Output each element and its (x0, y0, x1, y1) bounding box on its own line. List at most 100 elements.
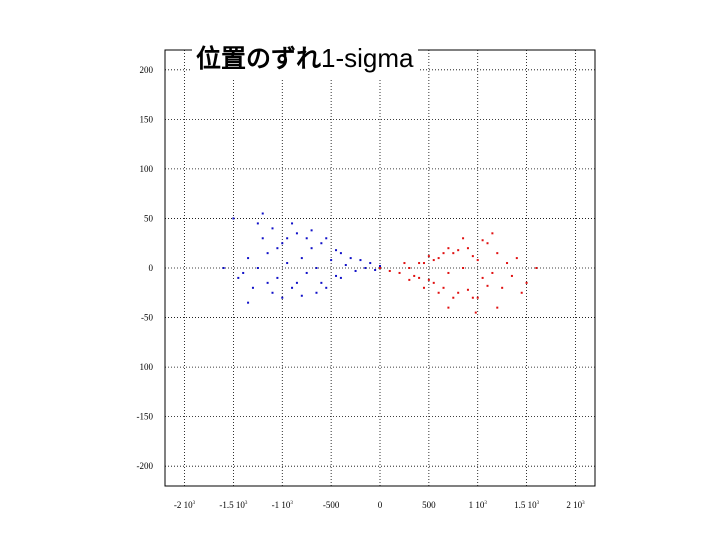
data-point (320, 242, 323, 245)
x-tick-exponent: 3 (537, 501, 540, 506)
data-point (476, 296, 479, 299)
data-point (447, 306, 450, 309)
data-point (457, 291, 460, 294)
data-point (349, 257, 352, 260)
data-point (256, 267, 259, 269)
data-point (447, 271, 450, 274)
data-points (222, 212, 538, 314)
data-point (286, 262, 289, 265)
y-tick-label: 100 (140, 164, 154, 174)
data-point (222, 267, 225, 269)
data-point (339, 252, 342, 255)
data-point (427, 255, 430, 258)
data-point (232, 217, 235, 220)
data-point (403, 262, 406, 265)
data-point (462, 237, 465, 240)
data-point (481, 239, 484, 242)
data-point (515, 257, 518, 260)
data-point (276, 247, 279, 250)
y-tick-label: -150 (137, 412, 154, 422)
data-point (359, 259, 362, 262)
x-tick-exponent: 3 (245, 501, 248, 506)
x-tick-exponent: 3 (582, 501, 585, 506)
data-point (281, 242, 284, 245)
data-point (242, 271, 245, 274)
data-point (330, 259, 333, 262)
data-point (266, 252, 269, 255)
y-tick-label: 50 (144, 213, 154, 223)
data-point (496, 252, 499, 255)
data-point (535, 267, 538, 269)
data-point (466, 288, 469, 291)
data-point (474, 311, 477, 314)
data-point (291, 286, 294, 289)
y-tick-label: 150 (140, 114, 154, 124)
x-tick-label: 2 103 (566, 500, 585, 510)
x-tick-label: 0 (378, 500, 383, 510)
data-point (510, 274, 513, 277)
data-point (266, 281, 269, 284)
data-point (457, 249, 460, 252)
data-point (486, 284, 489, 287)
data-point (295, 281, 298, 284)
data-point (237, 276, 240, 279)
data-point (501, 286, 504, 289)
x-tick-label: -2 103 (174, 500, 196, 510)
data-point (447, 247, 450, 250)
y-tick-label: -200 (137, 461, 154, 471)
data-point (398, 271, 401, 274)
data-point (491, 271, 494, 274)
data-point (481, 276, 484, 279)
data-point (261, 237, 264, 240)
data-point (335, 249, 338, 252)
data-point (379, 265, 381, 268)
data-point (462, 267, 465, 269)
data-point (310, 247, 313, 250)
data-point (281, 296, 284, 299)
grid-lines (165, 50, 595, 486)
data-point (305, 271, 308, 274)
title-suffix: 1-sigma (321, 43, 414, 73)
y-tick-label: -50 (141, 313, 153, 323)
y-tick-label: 100 (140, 362, 154, 372)
data-point (506, 262, 509, 265)
y-tick-label: 0 (149, 263, 154, 273)
x-tick-label: -1 103 (272, 500, 294, 510)
data-point (408, 278, 411, 281)
x-tick-label: 500 (422, 500, 436, 510)
data-point (496, 306, 499, 309)
data-point (486, 242, 489, 245)
data-point (247, 301, 250, 304)
data-point (271, 291, 274, 294)
x-tick-label: -500 (323, 500, 340, 510)
data-point (432, 281, 435, 284)
data-point (471, 255, 474, 258)
x-tick-exponent: 3 (290, 501, 293, 506)
data-point (418, 262, 421, 265)
data-point (305, 237, 308, 240)
data-point (437, 291, 440, 294)
x-tick-label: 1.5 103 (514, 500, 540, 510)
data-point (310, 229, 313, 232)
data-point (442, 252, 445, 255)
data-point (256, 222, 259, 225)
data-point (251, 286, 254, 289)
data-point (339, 276, 342, 279)
data-point (442, 286, 445, 289)
data-point (427, 278, 430, 281)
data-point (388, 269, 391, 272)
data-point (452, 252, 455, 255)
data-point (286, 237, 289, 240)
tick-labels: -2 103 -1.5 103 -1 103 -500 0 500 1 103 1.5 103… (137, 65, 586, 510)
data-point (325, 286, 328, 289)
data-point (379, 267, 381, 269)
title-main: 位置のずれ (196, 44, 322, 73)
data-point (364, 267, 367, 269)
data-point (422, 286, 425, 289)
data-point (374, 268, 377, 271)
data-point (418, 276, 421, 279)
data-point (300, 294, 303, 297)
data-point (295, 232, 298, 235)
data-point (354, 269, 357, 272)
